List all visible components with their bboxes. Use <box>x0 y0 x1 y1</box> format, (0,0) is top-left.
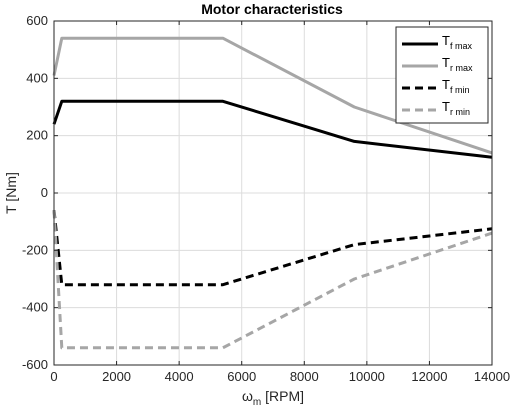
y-tick-label: 400 <box>26 70 48 85</box>
legend-label-sub: f max <box>450 41 473 51</box>
series-line-3 <box>52 210 493 350</box>
x-tick-label: 8000 <box>290 369 319 384</box>
x-axis-label-main: ω <box>242 388 253 404</box>
series-line-2 <box>52 210 493 287</box>
x-axis-label-suffix: [RPM] <box>261 388 304 404</box>
y-tick-label: 0 <box>41 185 48 200</box>
x-tick-label: 14000 <box>474 369 510 384</box>
legend-label-main: T <box>442 33 450 48</box>
legend-label-main: T <box>442 55 450 70</box>
x-tick-label: 0 <box>50 369 57 384</box>
y-tick-label: 600 <box>26 13 48 28</box>
legend-label-0: Tf max <box>442 33 472 51</box>
ticks: 0 2000 4000 6000 8000 10000 12000 14000-600-400… <box>22 13 510 384</box>
x-tick-label: 4000 <box>165 369 194 384</box>
x-tick-label: 6000 <box>227 369 256 384</box>
legend-label-sub: r min <box>450 107 470 117</box>
x-axis-label: ωm [RPM] <box>242 388 304 408</box>
y-tick-label: -400 <box>22 300 48 315</box>
y-tick-label: -200 <box>22 242 48 257</box>
legend-label-sub: r max <box>450 63 473 73</box>
series-line-0 <box>52 99 493 159</box>
x-tick-label: 2000 <box>102 369 131 384</box>
x-axis-label-sub: m <box>253 397 261 408</box>
legend-label-2: Tf min <box>442 77 469 95</box>
x-tick-label: 12000 <box>411 369 447 384</box>
legend-label-main: T <box>442 77 450 92</box>
y-tick-label: 200 <box>26 128 48 143</box>
chart-title: Motor characteristics <box>201 1 343 17</box>
y-tick-label: -600 <box>22 357 48 372</box>
x-tick-label: 10000 <box>349 369 385 384</box>
legend-label-3: Tr min <box>442 99 470 117</box>
legend-label-sub: f min <box>450 85 470 95</box>
y-axis-label: T [Nm] <box>3 172 19 214</box>
legend-label-1: Tr max <box>442 55 473 73</box>
legend-label-main: T <box>442 99 450 114</box>
